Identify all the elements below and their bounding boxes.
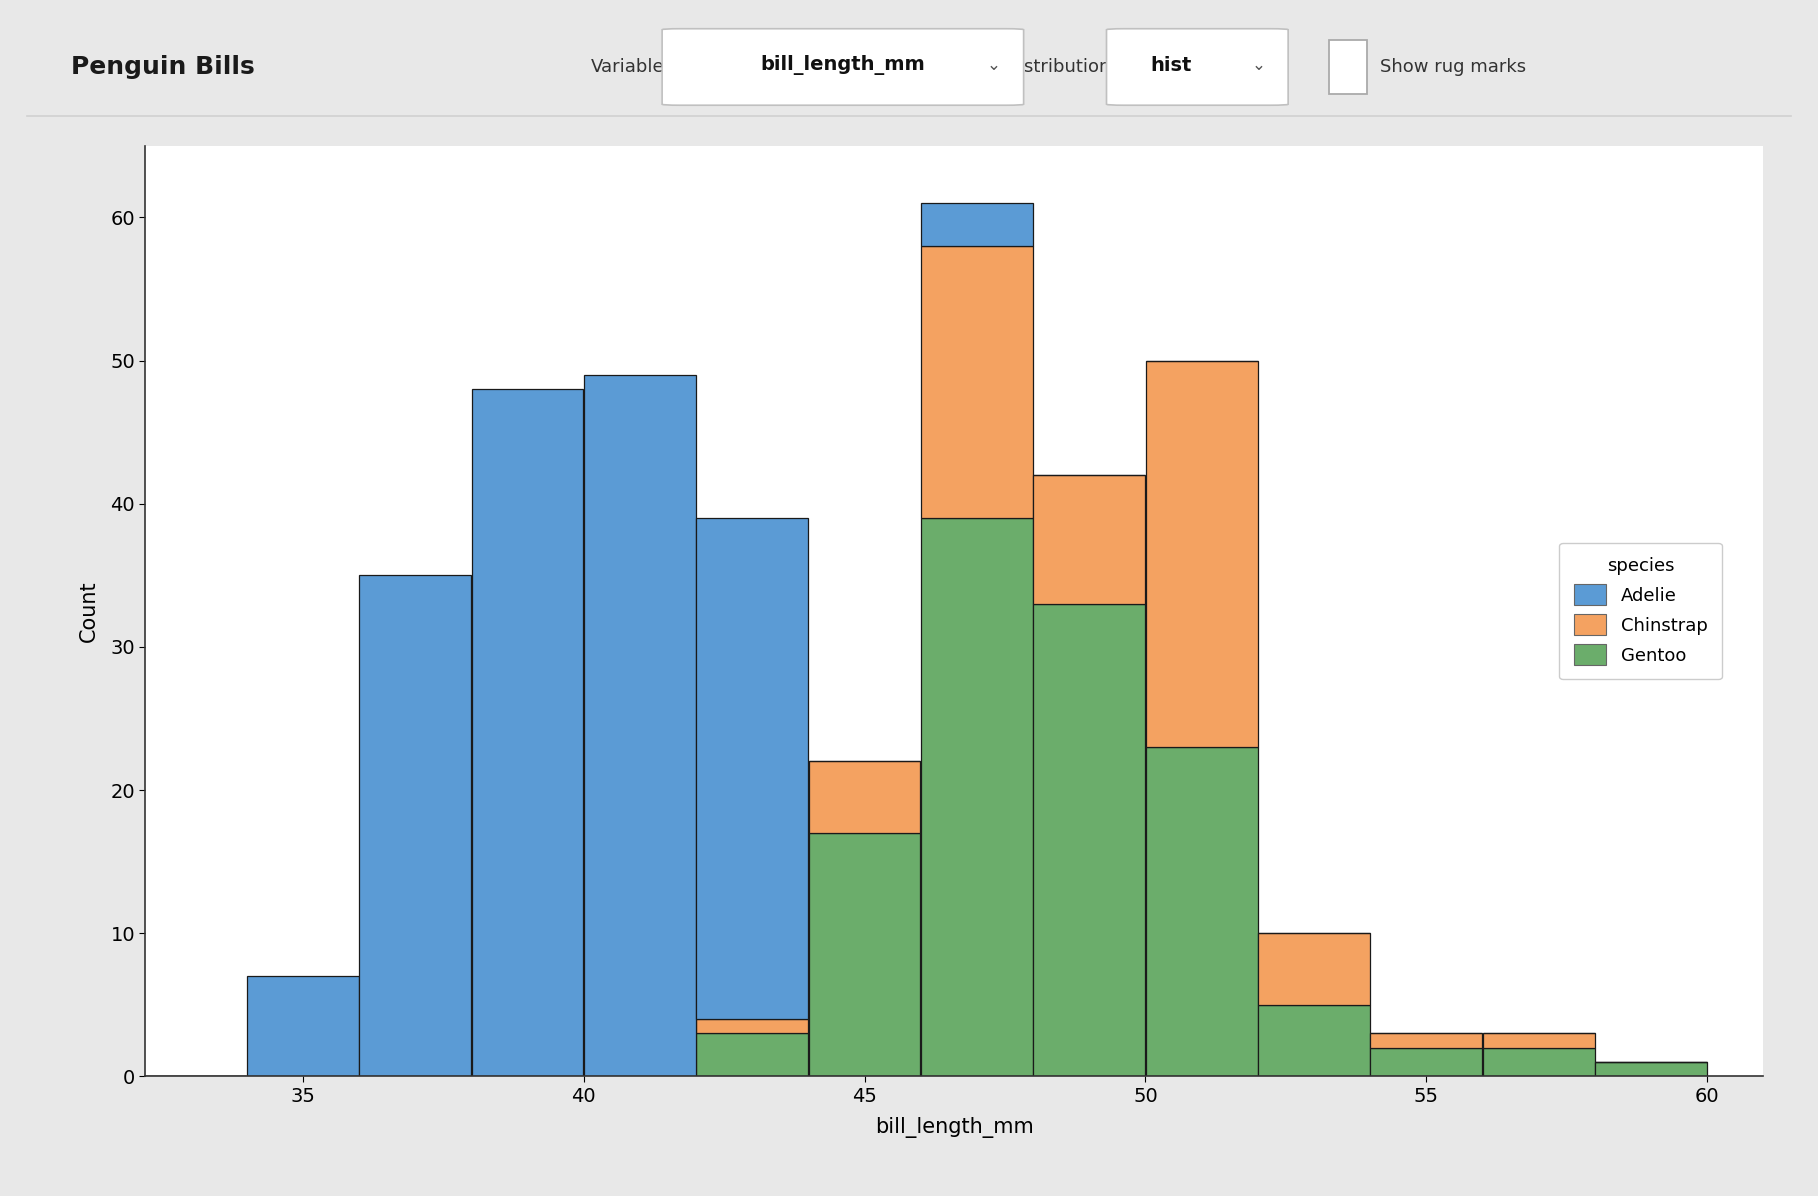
Bar <box>809 762 920 834</box>
Text: Distribution:: Distribution: <box>1005 57 1116 77</box>
Text: ⌄: ⌄ <box>987 56 1000 74</box>
Bar <box>1033 604 1145 1076</box>
Text: Show rug marks: Show rug marks <box>1380 57 1525 77</box>
Bar <box>1371 1048 1482 1076</box>
Bar <box>696 1033 807 1076</box>
FancyBboxPatch shape <box>1329 39 1367 94</box>
Bar <box>1033 475 1145 604</box>
Bar <box>922 203 1033 246</box>
Bar <box>471 389 584 1076</box>
Y-axis label: Count: Count <box>80 580 100 642</box>
Bar <box>1483 1033 1594 1048</box>
Bar <box>809 834 920 1076</box>
Bar <box>360 575 471 1076</box>
Bar <box>247 976 358 1076</box>
Bar <box>696 518 807 1019</box>
Bar <box>584 376 696 1076</box>
Text: Penguin Bills: Penguin Bills <box>71 55 255 79</box>
Bar <box>696 1019 807 1033</box>
Text: Variable:: Variable: <box>591 57 671 77</box>
Bar <box>1258 933 1371 1005</box>
Bar <box>922 246 1033 518</box>
FancyBboxPatch shape <box>662 29 1024 105</box>
Bar <box>922 518 1033 1076</box>
Text: bill_length_mm: bill_length_mm <box>760 55 925 75</box>
Bar <box>1145 361 1258 748</box>
Bar <box>1483 1048 1594 1076</box>
Bar <box>1371 1033 1482 1048</box>
Bar <box>1594 1062 1707 1076</box>
Bar <box>1258 1005 1371 1076</box>
FancyBboxPatch shape <box>1107 29 1289 105</box>
X-axis label: bill_length_mm: bill_length_mm <box>874 1117 1034 1137</box>
Text: hist: hist <box>1151 55 1191 74</box>
Legend: Adelie, Chinstrap, Gentoo: Adelie, Chinstrap, Gentoo <box>1560 543 1722 679</box>
Text: ⌄: ⌄ <box>1251 56 1265 74</box>
Bar <box>1145 748 1258 1076</box>
